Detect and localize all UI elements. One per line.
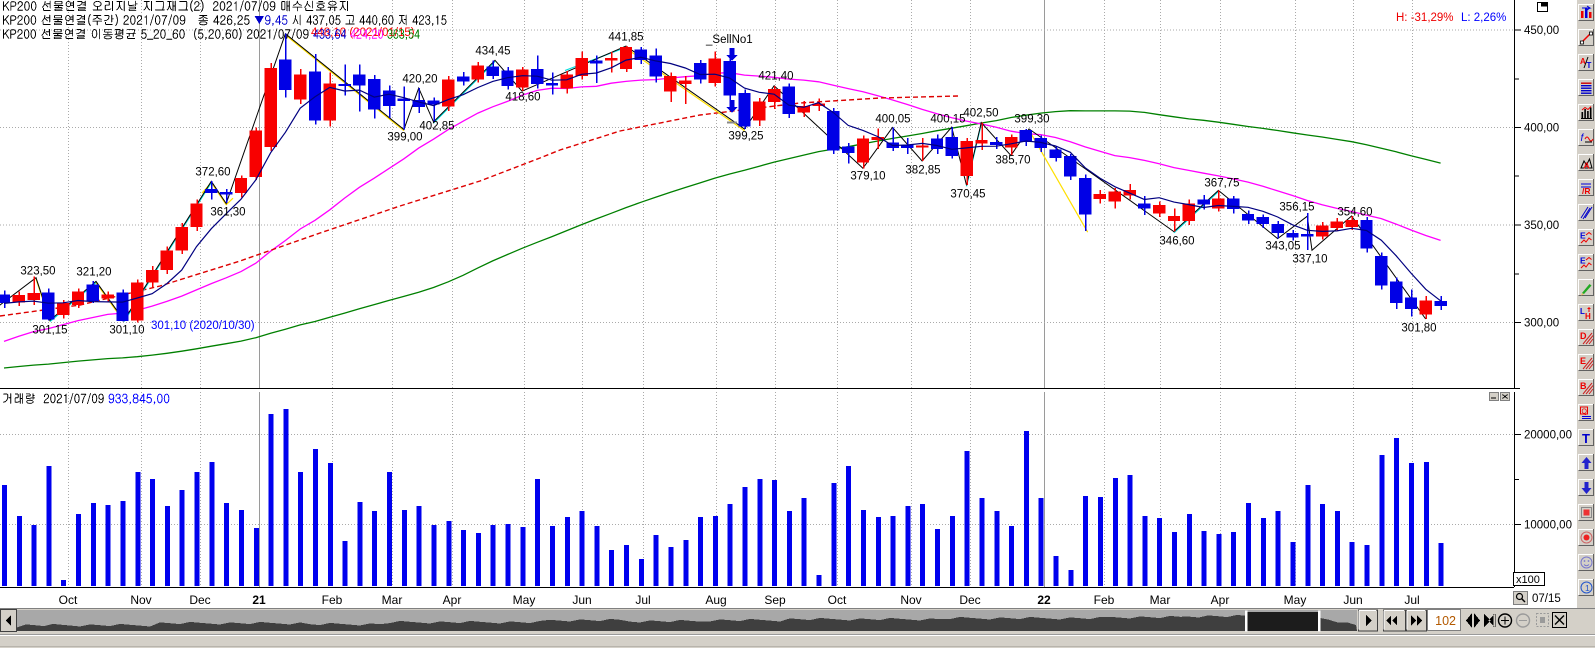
- svg-text:H: H: [1585, 312, 1591, 321]
- svg-text:T: T: [1582, 431, 1590, 446]
- svg-text:May: May: [1284, 593, 1307, 607]
- svg-text:Feb: Feb: [1094, 593, 1115, 607]
- svg-text:400,15: 400,15: [930, 114, 965, 126]
- svg-text:Mar: Mar: [1150, 593, 1171, 607]
- svg-text:382,85: 382,85: [905, 165, 940, 177]
- svg-text:E: E: [1580, 356, 1586, 366]
- svg-text:421,40: 421,40: [758, 71, 793, 83]
- svg-text:300,00: 300,00: [1524, 318, 1559, 330]
- svg-text:Q: Q: [1582, 409, 1588, 416]
- svg-text:f: f: [1581, 133, 1585, 144]
- svg-text:Jul: Jul: [635, 593, 650, 607]
- svg-text:402,50: 402,50: [963, 108, 998, 120]
- svg-text:Jul: Jul: [1404, 593, 1419, 607]
- svg-text:354,60: 354,60: [1337, 207, 1372, 219]
- svg-text:Jun: Jun: [572, 593, 591, 607]
- svg-text:450,00: 450,00: [1524, 25, 1559, 37]
- svg-text:Apr: Apr: [443, 593, 462, 607]
- svg-text:346,60: 346,60: [1159, 236, 1194, 248]
- svg-text:May: May: [513, 593, 536, 607]
- svg-text:356,15: 356,15: [1279, 202, 1314, 214]
- svg-text:367,75: 367,75: [1204, 178, 1239, 190]
- svg-text:Dec: Dec: [189, 593, 210, 607]
- svg-text:20000,00: 20000,00: [1524, 430, 1572, 442]
- svg-text:Feb: Feb: [322, 593, 343, 607]
- svg-text:_SellNo1: _SellNo1: [705, 34, 753, 46]
- svg-text:321,20: 321,20: [76, 267, 111, 279]
- svg-text:337,10: 337,10: [1292, 254, 1327, 266]
- svg-text:22: 22: [1037, 593, 1051, 607]
- svg-text:Sep: Sep: [764, 593, 786, 607]
- svg-text:400,05: 400,05: [875, 114, 910, 126]
- svg-text:Nov: Nov: [130, 593, 151, 607]
- svg-text:Aug: Aug: [705, 593, 726, 607]
- svg-text:A: A: [1584, 161, 1590, 171]
- svg-text:07/15: 07/15: [1532, 593, 1561, 605]
- svg-text:350,00: 350,00: [1524, 220, 1559, 232]
- svg-text:301,15: 301,15: [32, 325, 67, 337]
- svg-text:361,30: 361,30: [210, 207, 245, 219]
- svg-text:399,30: 399,30: [1014, 114, 1049, 126]
- svg-text:399,00: 399,00: [387, 132, 422, 144]
- svg-text:418,60: 418,60: [505, 92, 540, 104]
- svg-text:102: 102: [1435, 614, 1456, 628]
- svg-text:/R: /R: [1582, 186, 1591, 196]
- svg-text:400,00: 400,00: [1524, 123, 1559, 135]
- svg-text:L: L: [1580, 307, 1585, 316]
- svg-text:323,50: 323,50: [20, 266, 55, 278]
- svg-text:Apr: Apr: [1211, 593, 1230, 607]
- svg-text:H: -31,29%: H: -31,29%: [1396, 12, 1454, 24]
- svg-text:E: E: [1580, 231, 1586, 241]
- svg-text:T: T: [1587, 61, 1592, 70]
- svg-text:x100: x100: [1516, 574, 1540, 586]
- svg-text:402,85: 402,85: [419, 121, 454, 133]
- svg-text:10000,00: 10000,00: [1524, 520, 1572, 532]
- svg-text:1: 1: [1585, 583, 1590, 593]
- svg-text:D: D: [1580, 331, 1587, 341]
- svg-text:343,05: 343,05: [1265, 241, 1300, 253]
- svg-text:Oct: Oct: [59, 593, 78, 607]
- svg-text:Mar: Mar: [382, 593, 403, 607]
- svg-text:Dec: Dec: [959, 593, 980, 607]
- svg-text:Nov: Nov: [900, 593, 921, 607]
- svg-text:441,85: 441,85: [608, 32, 643, 44]
- svg-text:434,45: 434,45: [475, 46, 510, 58]
- svg-text:385,70: 385,70: [995, 155, 1030, 167]
- svg-text:379,10: 379,10: [850, 171, 885, 183]
- svg-text:A: A: [1580, 57, 1586, 66]
- svg-text:B: B: [1580, 381, 1587, 391]
- svg-text:Jun: Jun: [1343, 593, 1362, 607]
- svg-text:301,10: 301,10: [109, 325, 144, 337]
- svg-text:L: 2,26%: L: 2,26%: [1461, 12, 1506, 24]
- svg-text:21: 21: [252, 593, 266, 607]
- svg-text:E: E: [1580, 256, 1586, 266]
- svg-text:399,25: 399,25: [728, 131, 763, 143]
- svg-text:301,10 (2020/10/30): 301,10 (2020/10/30): [151, 320, 255, 332]
- svg-text:301,80: 301,80: [1401, 323, 1436, 335]
- svg-text:370,45: 370,45: [950, 189, 985, 201]
- svg-text:Oct: Oct: [828, 593, 847, 607]
- svg-text:372,60: 372,60: [195, 167, 230, 179]
- svg-text:420,20: 420,20: [402, 74, 437, 86]
